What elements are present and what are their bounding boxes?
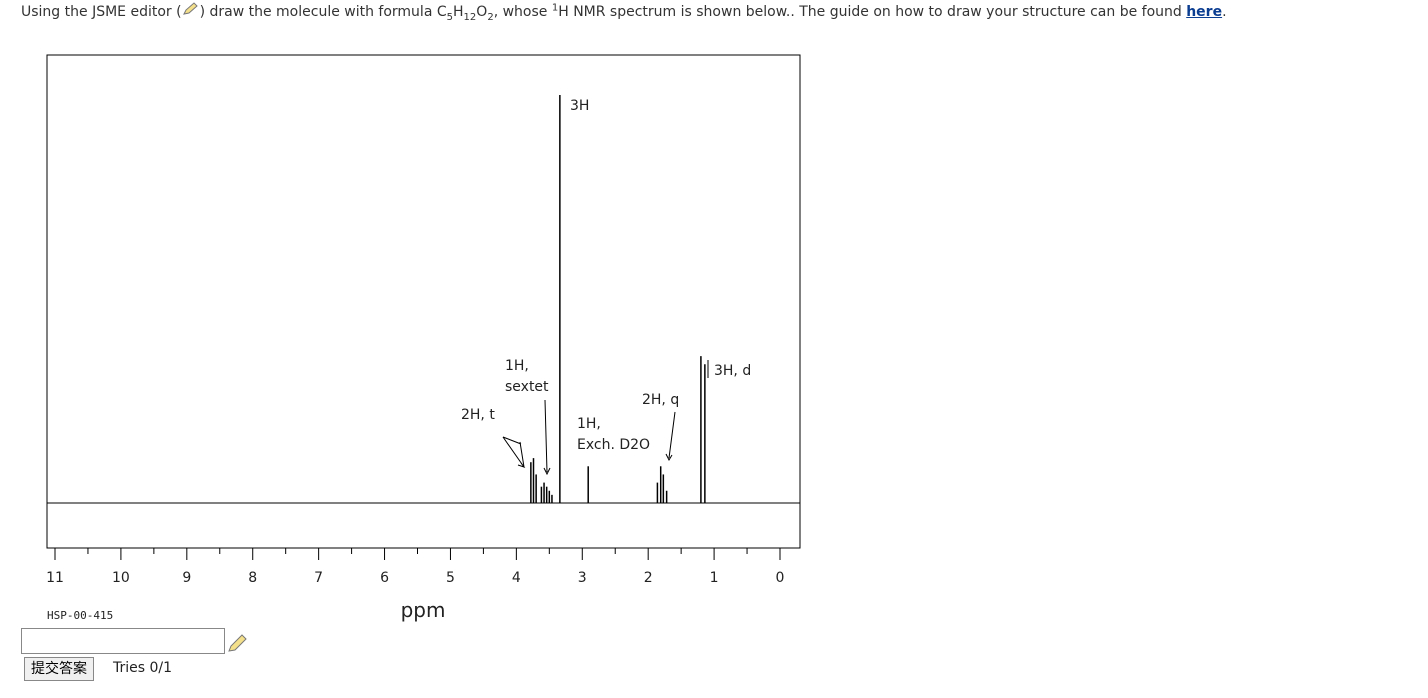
text: 12 — [463, 11, 477, 23]
spectrum-code: HSP-00-415 — [47, 609, 113, 622]
x-tick-label: 2 — [644, 570, 653, 586]
x-tick-label: 6 — [380, 570, 389, 586]
peak-annotation: 1H, — [505, 358, 529, 374]
text: , whose — [493, 4, 552, 20]
submit-button[interactable]: 提交答案 — [24, 657, 94, 681]
x-tick-label: 11 — [46, 570, 64, 586]
text: ) draw the molecule with formula C — [199, 4, 447, 20]
frame — [46, 54, 801, 549]
x-tick-label: 3 — [578, 570, 587, 586]
peak-annotation: 3H — [570, 98, 589, 114]
peak-annotation: 2H, q — [642, 392, 679, 408]
x-tick-label: 9 — [182, 570, 191, 586]
x-tick-label: 7 — [314, 570, 323, 586]
text: . — [1222, 4, 1227, 20]
answer-input[interactable] — [21, 628, 225, 654]
tries: Tries 0/1 — [113, 660, 173, 676]
peak-annotation: Exch. D2O — [577, 437, 650, 453]
pencil-icon — [182, 2, 198, 15]
text: H — [453, 4, 464, 20]
text: O — [476, 4, 488, 20]
text: Using the JSME editor ( — [21, 4, 182, 20]
x-tick-label: 5 — [446, 570, 455, 586]
guide-link[interactable]: here — [1186, 4, 1223, 20]
pointers — [502, 399, 676, 473]
text: 1 — [551, 2, 559, 14]
text: H NMR spectrum is shown below.. The guid… — [558, 4, 1187, 20]
pencil-icon[interactable] — [226, 632, 248, 654]
x-tick-label: 10 — [112, 570, 130, 586]
text: 2 — [487, 11, 494, 23]
peak-annotation: 3H, d — [714, 363, 751, 379]
x-tick-label: 0 — [776, 570, 785, 586]
text: 5 — [446, 11, 454, 23]
x-tick-label: 8 — [248, 570, 257, 586]
peak-annotation: 2H, t — [461, 407, 495, 423]
peak-annotation: sextet — [505, 379, 549, 395]
arrow — [543, 453, 673, 476]
peak-annotation: 1H, — [577, 416, 601, 432]
arrow — [502, 436, 526, 468]
prompt: Using the JSME editor ( ) draw the molecu… — [21, 2, 1227, 23]
x-tick-label: 1 — [710, 570, 719, 586]
x-axis-label: ppm — [401, 598, 446, 622]
x-tick-label: 4 — [512, 570, 521, 586]
